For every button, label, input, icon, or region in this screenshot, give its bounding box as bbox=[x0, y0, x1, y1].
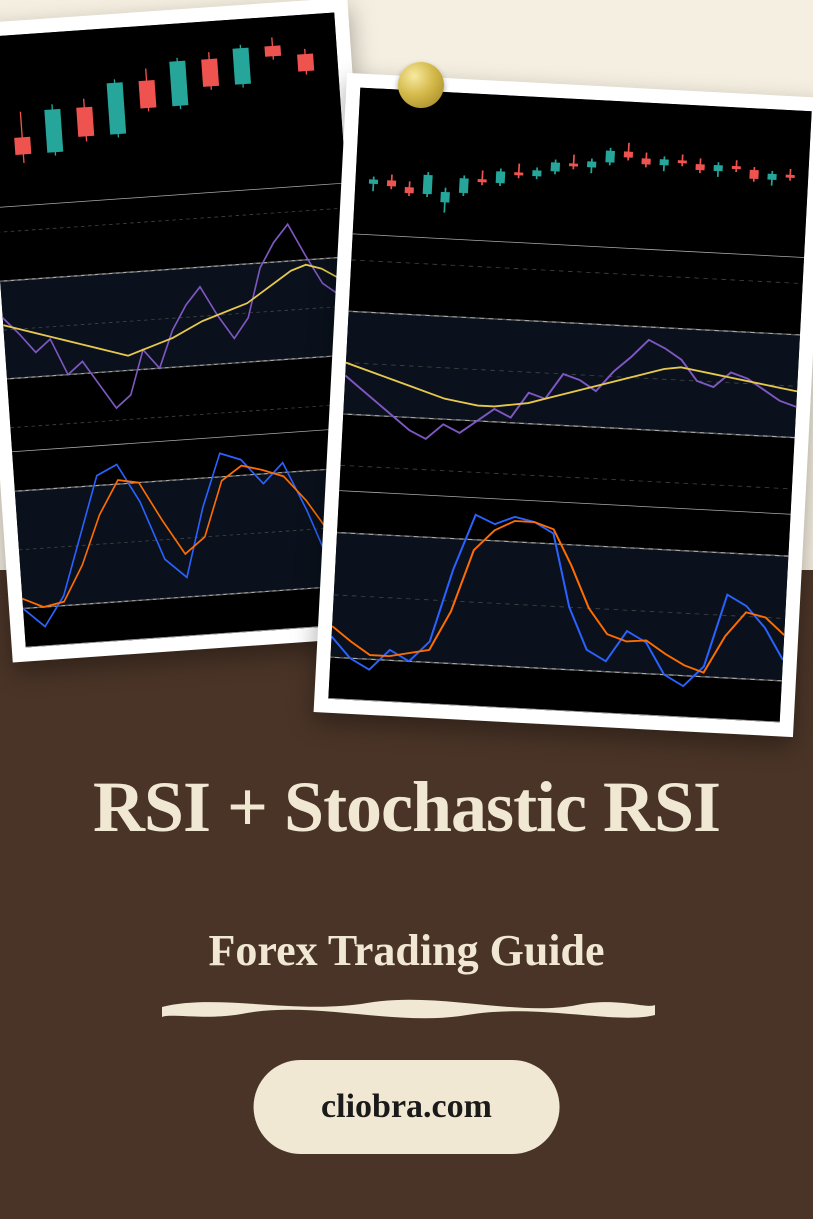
polaroid-right bbox=[314, 73, 813, 737]
chart-left bbox=[0, 12, 377, 647]
chart-right bbox=[328, 88, 811, 723]
title-sub: Forex Trading Guide bbox=[0, 925, 813, 976]
website-pill: cliobra.com bbox=[253, 1060, 560, 1154]
website-text: cliobra.com bbox=[321, 1088, 492, 1125]
title-main: RSI + Stochastic RSI bbox=[0, 770, 813, 846]
push-pin-icon bbox=[398, 62, 444, 108]
brush-underline-icon bbox=[157, 985, 657, 1025]
